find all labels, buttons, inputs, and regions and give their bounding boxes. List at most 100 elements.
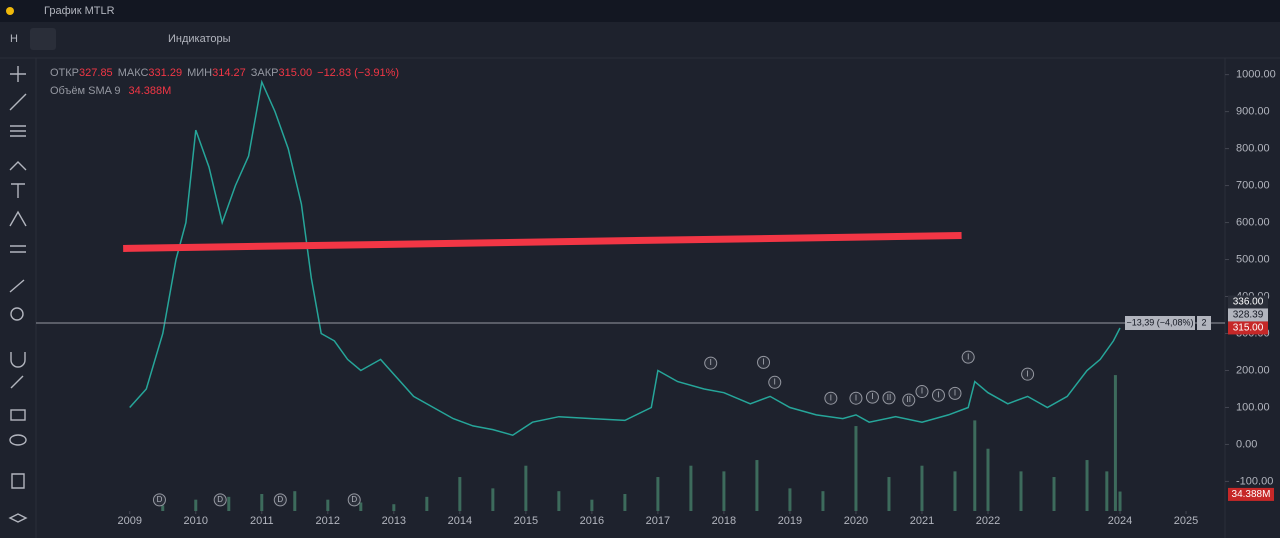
volume-bar <box>920 465 924 511</box>
close: 315.00 <box>278 67 313 79</box>
x-tick-label: 2009 <box>118 515 142 527</box>
x-tick-label: 2015 <box>514 515 538 527</box>
volume-bar <box>359 502 363 511</box>
price-label-bg <box>1228 308 1268 322</box>
x-tick-label: 2020 <box>844 515 868 527</box>
price-label-bg <box>1228 321 1268 335</box>
event-label: I <box>762 357 764 366</box>
volume-bar <box>161 505 165 511</box>
event-marker <box>273 493 287 507</box>
volume-bar <box>623 494 627 511</box>
volume-bar <box>788 488 792 511</box>
y-tick-label: 600.00 <box>1236 216 1270 228</box>
event-marker <box>1021 367 1035 381</box>
volume-bar <box>821 491 825 511</box>
volume-bar <box>293 491 297 511</box>
left-toolbar[interactable] <box>8 66 28 523</box>
volume-bar <box>755 460 759 511</box>
x-tick-label: 2012 <box>316 515 340 527</box>
x-tick-label: 2025 <box>1174 515 1198 527</box>
y-tick-label: 0.00 <box>1236 438 1257 450</box>
event-label: II <box>887 393 891 402</box>
event-label: I <box>774 377 776 386</box>
x-tick-label: 2021 <box>910 515 934 527</box>
event-marker <box>902 393 916 407</box>
volume-bar <box>326 499 330 511</box>
event-label: I <box>710 358 712 367</box>
change: −12.83 (−3.91%) <box>317 67 400 79</box>
volume-label: Объём SMA 9 <box>50 85 121 97</box>
event-marker <box>347 493 361 507</box>
volume-bar <box>1105 471 1109 511</box>
event-label: D <box>217 495 223 504</box>
price-line <box>129 79 1121 437</box>
x-tick-label: 2014 <box>448 515 472 527</box>
volume-bar <box>854 426 858 511</box>
volume-bar <box>1118 491 1122 511</box>
x-tick-label: 2011 <box>250 515 274 527</box>
y-tick-label: 200.00 <box>1236 364 1270 376</box>
high-label: МАКС <box>117 67 149 79</box>
crosshair-count: 2 <box>1201 317 1206 327</box>
volume-bar <box>1052 477 1056 511</box>
volume-bar <box>986 448 990 511</box>
event-marker <box>152 493 166 507</box>
event-marker <box>849 391 863 405</box>
y-tick-label: 500.00 <box>1236 253 1270 265</box>
volume-bar <box>458 477 462 511</box>
open-label: ОТКР <box>50 67 80 79</box>
event-marker <box>768 375 782 389</box>
volume-bar <box>953 471 957 511</box>
high: 331.29 <box>148 67 183 79</box>
event-label: I <box>967 352 969 361</box>
volume-bar <box>973 420 977 511</box>
volume-bar <box>1113 375 1117 511</box>
price-label: 328.39 <box>1233 310 1264 321</box>
y-tick-label: 100.00 <box>1236 401 1270 413</box>
low-label: МИН <box>187 67 213 79</box>
title-bar <box>0 0 1280 22</box>
volume-bar <box>491 488 495 511</box>
y-tick-label: 900.00 <box>1236 106 1270 118</box>
y-tick-label: 1000.00 <box>1236 69 1276 81</box>
volume-bar <box>524 465 528 511</box>
close-label: ЗАКР <box>250 67 279 79</box>
volume-bar <box>425 496 429 511</box>
volume-axis-label: 34.388M <box>1232 489 1271 500</box>
event-label: D <box>157 495 163 504</box>
event-marker <box>865 390 879 404</box>
price-label: 336.00 <box>1233 297 1264 308</box>
indicators-button[interactable]: Индикаторы <box>168 33 231 45</box>
event-marker <box>915 385 929 399</box>
x-tick-label: 2016 <box>580 515 604 527</box>
low: 314.27 <box>212 67 246 79</box>
x-tick-label: 2024 <box>1108 515 1132 527</box>
event-label: I <box>871 392 873 401</box>
event-label: I <box>830 393 832 402</box>
x-tick-label: 2019 <box>778 515 802 527</box>
candle-button[interactable] <box>30 28 56 50</box>
open: 327.85 <box>79 67 113 79</box>
volume-bar <box>887 477 891 511</box>
event-marker <box>931 388 945 402</box>
volume-bar <box>722 471 726 511</box>
window-dot <box>6 7 14 15</box>
event-label: I <box>1026 369 1028 378</box>
x-tick-label: 2017 <box>646 515 670 527</box>
event-marker <box>961 350 975 364</box>
volume-bar <box>590 499 594 511</box>
window-title[interactable]: График MTLR <box>44 5 115 17</box>
event-marker <box>882 391 896 405</box>
volume-bar <box>227 496 231 511</box>
crosshair-tag-bg <box>1125 315 1195 330</box>
event-label: I <box>855 393 857 402</box>
y-tick-label: 800.00 <box>1236 143 1270 155</box>
volume-bar <box>392 504 396 511</box>
event-label: D <box>277 495 283 504</box>
event-marker <box>948 386 962 400</box>
interval[interactable]: H <box>10 33 18 45</box>
y-tick-label: -100.00 <box>1236 475 1273 487</box>
event-label: D <box>351 495 357 504</box>
